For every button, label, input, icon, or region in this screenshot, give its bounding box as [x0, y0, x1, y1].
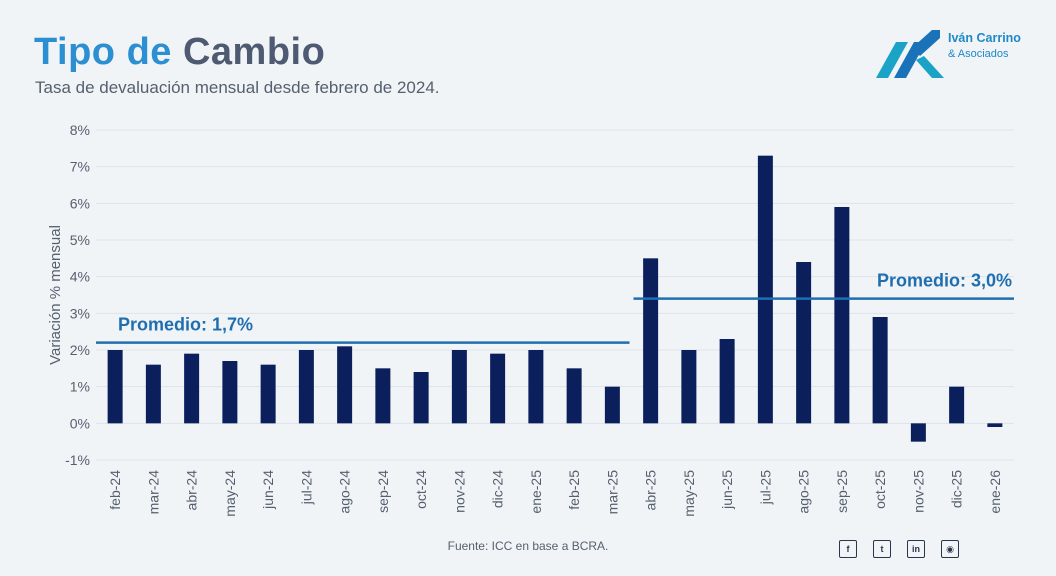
bar [796, 262, 812, 424]
y-tick-label: 0% [70, 415, 90, 431]
bar [490, 353, 506, 424]
bar [337, 346, 353, 424]
average-label: Promedio: 1,7% [118, 315, 253, 335]
bar [987, 423, 1003, 427]
x-tick-label: dic-25 [949, 470, 965, 508]
x-tick-label: ago-24 [337, 470, 353, 514]
instagram-icon[interactable]: ◉ [941, 540, 959, 558]
x-tick-label: ago-25 [796, 470, 812, 514]
x-tick-label: jun-25 [719, 470, 735, 510]
x-tick-label: jun-24 [260, 470, 276, 510]
facebook-icon[interactable]: f [839, 540, 857, 558]
y-tick-label: 6% [70, 195, 90, 211]
x-tick-label: jul-24 [298, 470, 314, 505]
x-tick-label: sep-24 [375, 470, 391, 513]
bar [949, 386, 965, 424]
logo-subtitle: & Asociados [948, 48, 1009, 60]
x-tick-label: may-24 [222, 470, 238, 517]
bar [643, 258, 659, 424]
linkedin-icon[interactable]: in [907, 540, 925, 558]
x-tick-label: oct-24 [413, 470, 429, 509]
bar [298, 350, 314, 424]
bar [413, 372, 429, 424]
x-tick-label: oct-25 [872, 470, 888, 509]
y-tick-label: 2% [70, 342, 90, 358]
bar [528, 350, 544, 424]
title-part-accent: Tipo de [34, 31, 172, 73]
bar [566, 368, 582, 424]
y-tick-label: -1% [65, 452, 90, 468]
ivan-carrino-logo-icon [876, 30, 944, 78]
bar [834, 207, 850, 424]
bar [184, 353, 200, 424]
x-tick-label: ene-26 [987, 470, 1003, 514]
x-tick-label: dic-24 [490, 470, 506, 508]
bar [604, 386, 620, 424]
x-tick-label: mar-24 [145, 470, 161, 515]
bar [222, 361, 238, 424]
x-tick-label: nov-25 [910, 470, 926, 513]
bar [719, 339, 735, 424]
x-tick-label: ene-25 [528, 470, 544, 514]
average-label: Promedio: 3,0% [877, 271, 1012, 291]
y-axis-label: Variación % mensual [47, 225, 64, 365]
title-part-dark: Cambio [182, 31, 326, 73]
chart-subtitle: Tasa de devaluación mensual desde febrer… [35, 78, 440, 97]
y-tick-label: 3% [70, 305, 90, 321]
bar [375, 368, 391, 424]
bar [260, 364, 276, 424]
x-tick-label: feb-25 [566, 470, 582, 510]
logo-name: Iván Carrino [948, 31, 1021, 45]
x-tick-label: sep-25 [834, 470, 850, 513]
y-tick-label: 1% [70, 379, 90, 395]
bar [757, 155, 773, 424]
source-note: Fuente: ICC en base a BCRA. [447, 539, 609, 553]
x-tick-label: feb-24 [107, 470, 123, 510]
y-tick-label: 7% [70, 159, 90, 175]
x-tick-label: abr-24 [184, 470, 200, 511]
y-tick-label: 4% [70, 269, 90, 285]
x-tick-label: nov-24 [451, 470, 467, 513]
x-tick-label: abr-25 [643, 470, 659, 511]
bar [145, 364, 161, 424]
x-tick-label: mar-25 [604, 470, 620, 515]
y-tick-label: 8% [70, 122, 90, 138]
bar [681, 350, 697, 424]
chart-title: Tipo de Cambio [34, 30, 325, 74]
y-tick-label: 5% [70, 232, 90, 248]
bar [910, 423, 926, 442]
x-tick-label: may-25 [681, 470, 697, 517]
bar [107, 350, 123, 424]
bar [451, 350, 467, 424]
x-tick-label: jul-25 [757, 470, 773, 505]
bar [872, 317, 888, 424]
twitter-icon[interactable]: t [873, 540, 891, 558]
